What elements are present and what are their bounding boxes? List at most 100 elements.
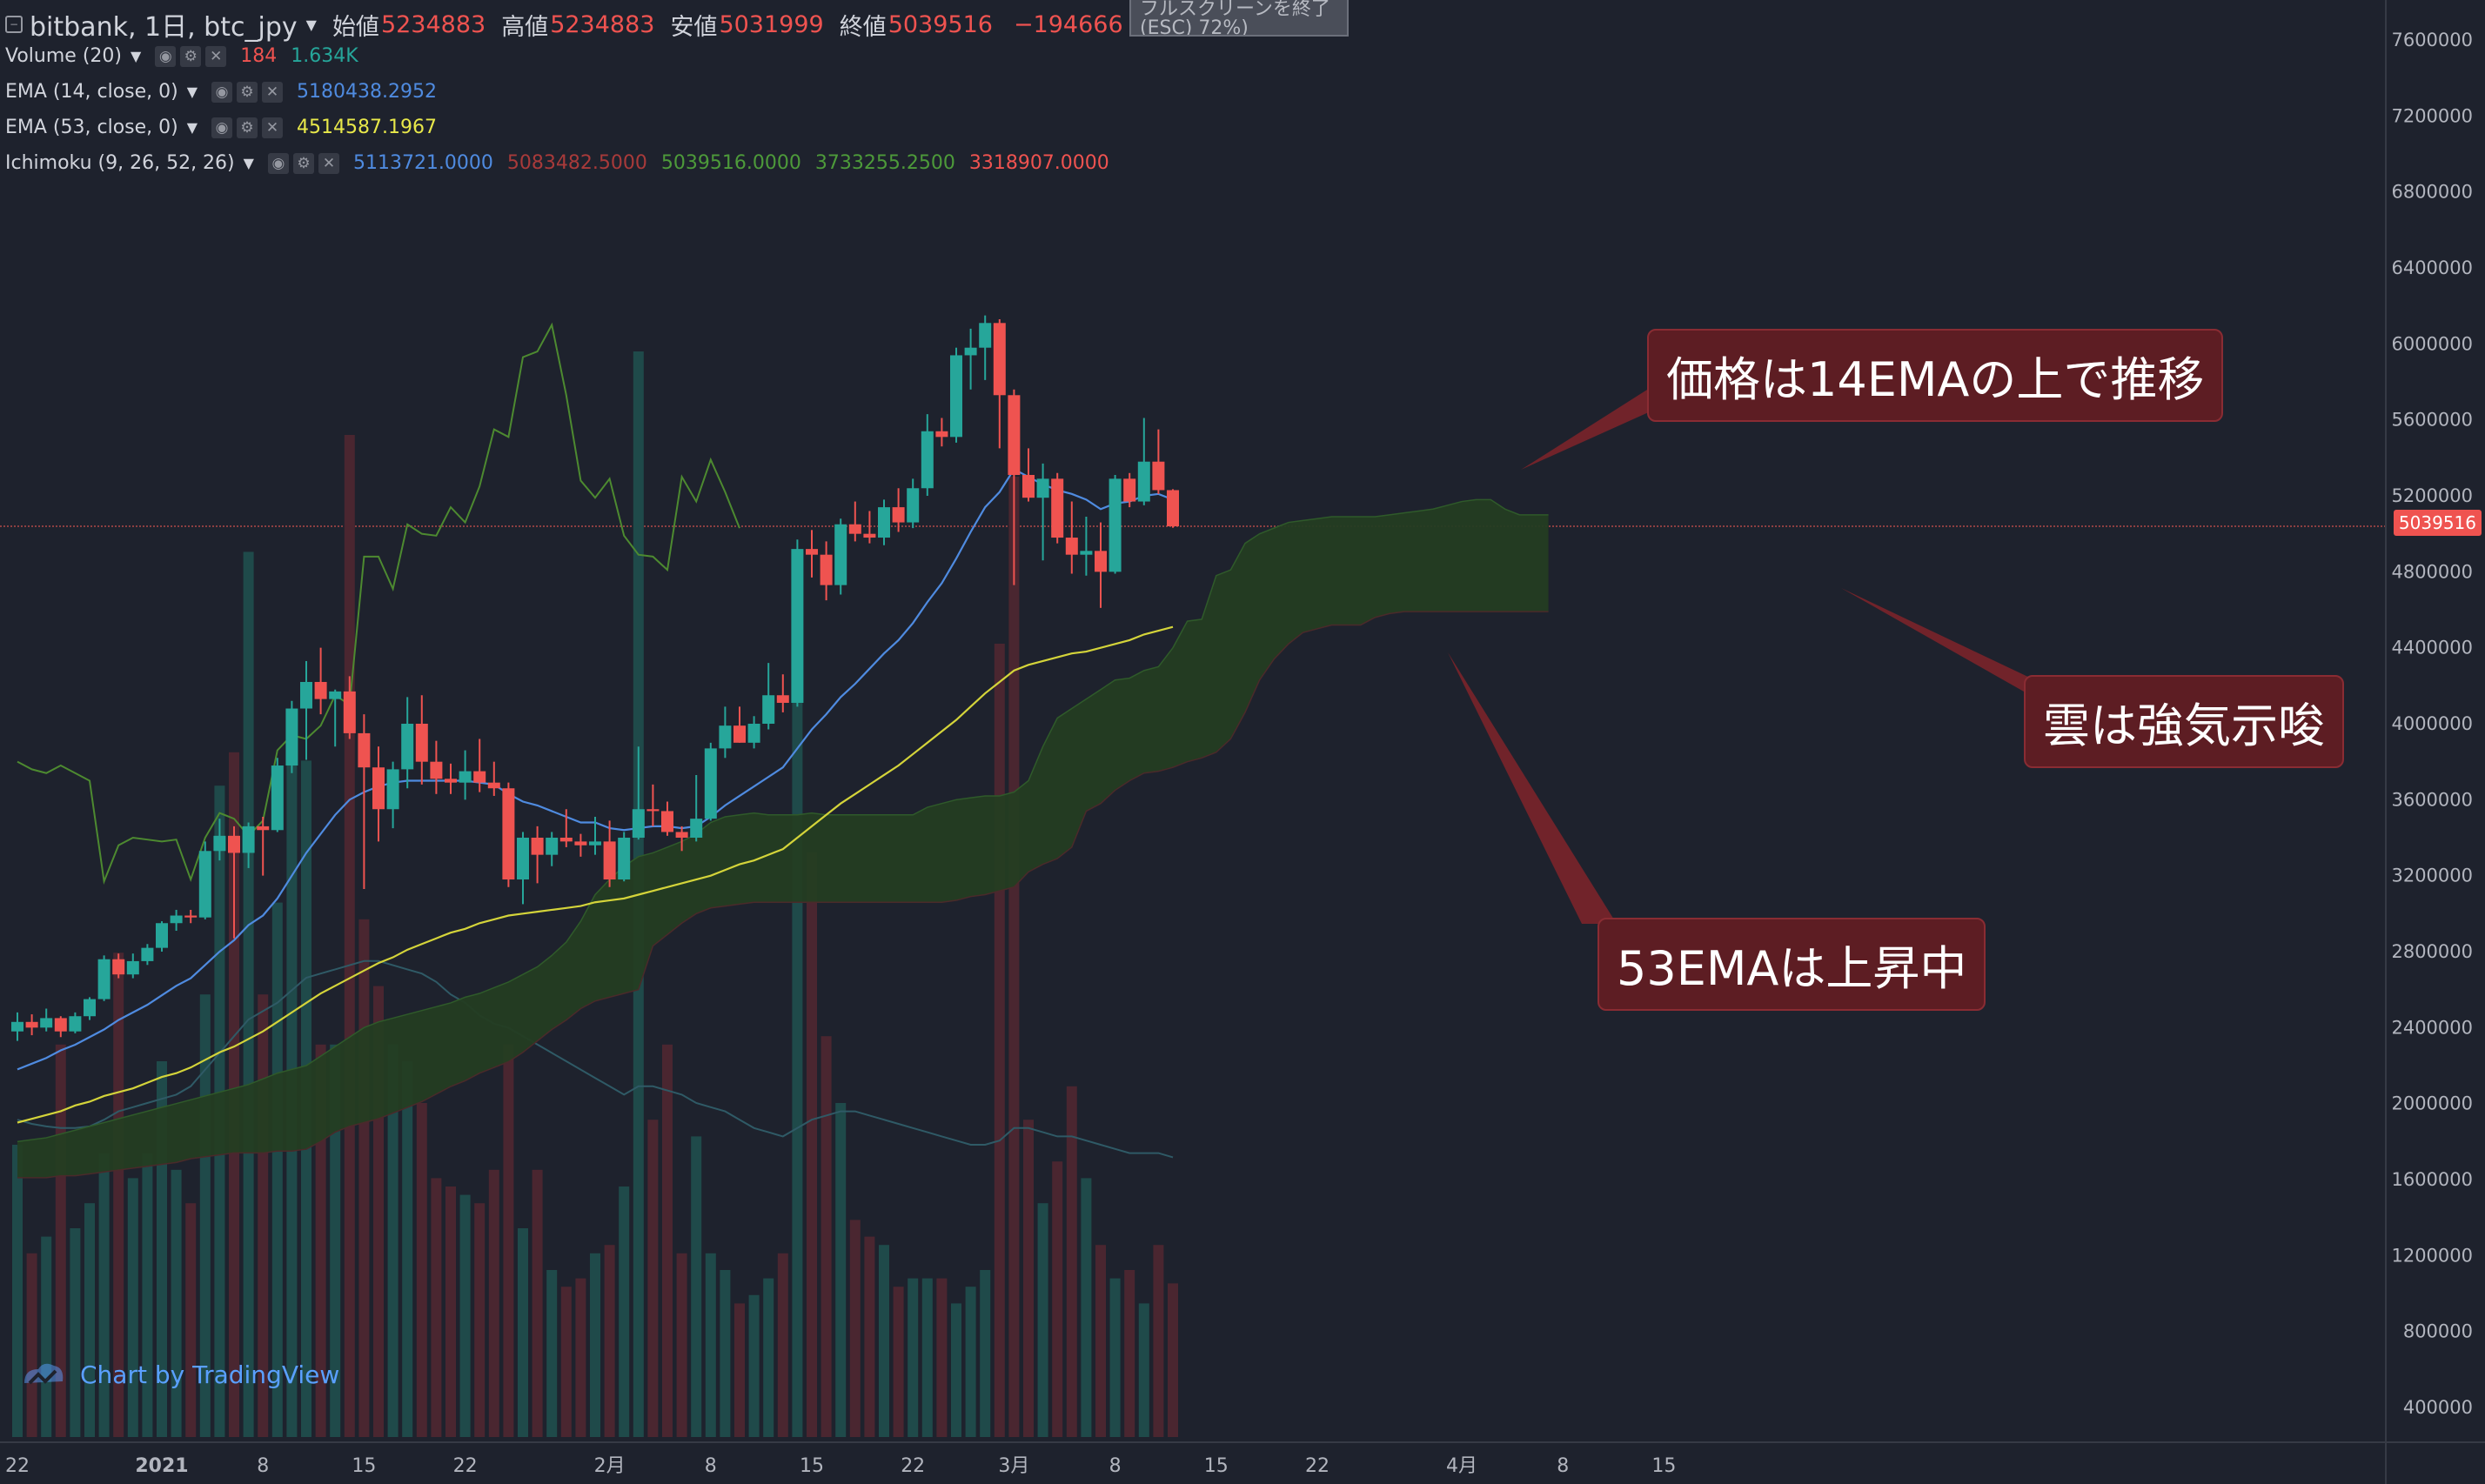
eye-icon[interactable]: ◉ — [267, 152, 289, 174]
candle-body — [1095, 551, 1107, 572]
volume-bar — [113, 953, 124, 1437]
collapse-icon[interactable]: − — [5, 16, 23, 33]
annotation-ema53[interactable]: 53EMAは上昇中 — [1598, 918, 1986, 1011]
candle-body — [848, 524, 861, 534]
indicator-label[interactable]: Volume (20) — [5, 45, 122, 67]
ema53-line — [17, 625, 1174, 1124]
y-tick-label: 3200000 — [2391, 866, 2473, 886]
candle-body — [198, 851, 211, 918]
gear-icon[interactable]: ⚙ — [237, 81, 258, 103]
tradingview-logo-icon — [24, 1363, 64, 1385]
volume-bar — [358, 919, 370, 1437]
volume-bar — [647, 1120, 659, 1437]
candle-body — [285, 708, 298, 766]
volume-bar — [402, 1061, 413, 1437]
y-tick-label: 4400000 — [2391, 638, 2473, 658]
candle-body — [1065, 538, 1078, 555]
close-label: 終値 — [839, 13, 887, 41]
annotation-cloud[interactable]: 雲は強気示唆 — [2024, 675, 2344, 768]
candle-body — [820, 554, 833, 585]
volume-bar — [676, 1253, 687, 1437]
chevron-down-icon[interactable]: ▼ — [186, 84, 198, 100]
ichimoku-cloud — [17, 498, 1549, 1179]
indicator-row[interactable]: Ichimoku (9, 26, 52, 26) ▼ ◉ ⚙ ✕ 5113721.0000… — [5, 152, 1109, 174]
close-value: 5039516 — [888, 10, 993, 38]
candle-body — [1123, 478, 1136, 502]
volume-bar — [445, 1187, 456, 1437]
volume-bar — [921, 1278, 933, 1437]
volume-bar — [26, 1253, 37, 1437]
indicator-label[interactable]: Ichimoku (9, 26, 52, 26) — [5, 152, 235, 174]
indicator-value: 4514587.1967 — [297, 117, 438, 138]
close-icon[interactable]: ✕ — [262, 81, 284, 103]
volume-bar — [763, 1278, 774, 1437]
volume-bar — [1037, 1203, 1048, 1437]
eye-icon[interactable]: ◉ — [211, 117, 233, 138]
indicator-row[interactable]: EMA (53, close, 0) ▼ ◉ ⚙ ✕ 4514587.1967 — [5, 117, 437, 138]
volume-bar — [951, 1303, 961, 1437]
candle-body — [559, 838, 573, 842]
indicator-row[interactable]: Volume (20) ▼ ◉ ⚙ ✕ 184 1.634K — [5, 45, 358, 67]
indicator-value: 5180438.2952 — [297, 81, 438, 103]
indicator-label[interactable]: EMA (53, close, 0) — [5, 117, 178, 138]
gear-icon[interactable]: ⚙ — [180, 45, 202, 67]
gear-icon[interactable]: ⚙ — [237, 117, 258, 138]
tradingview-watermark[interactable]: Chart by TradingView — [21, 1357, 339, 1392]
volume-bar — [1008, 477, 1020, 1437]
gear-icon[interactable]: ⚙ — [292, 152, 314, 174]
indicator-value: 3318907.0000 — [968, 152, 1109, 174]
indicator-label[interactable]: EMA (14, close, 0) — [5, 81, 178, 103]
volume-bar — [330, 1044, 341, 1437]
x-tick-label: 22 — [901, 1455, 925, 1477]
open-value: 5234883 — [380, 10, 486, 38]
candle-body — [719, 725, 732, 749]
chevron-down-icon[interactable]: ▼ — [243, 155, 254, 171]
candle-body — [589, 841, 601, 846]
close-icon[interactable]: ✕ — [205, 45, 227, 67]
eye-icon[interactable]: ◉ — [155, 45, 177, 67]
candle-body — [1022, 474, 1035, 498]
indicator-value: 5083482.5000 — [506, 152, 647, 174]
candle-body — [704, 748, 717, 819]
volume-bar — [387, 1044, 399, 1437]
candle-body — [502, 788, 515, 880]
candle-body — [603, 841, 616, 880]
volume-bar — [142, 1153, 153, 1437]
high-value: 5234883 — [550, 10, 655, 38]
volume-bar — [1095, 1245, 1106, 1437]
volume-bar — [474, 1203, 486, 1437]
volume-bar — [243, 551, 254, 1437]
eye-icon[interactable]: ◉ — [211, 81, 233, 103]
volume-bar — [734, 1303, 745, 1437]
candle-body — [531, 838, 544, 855]
annotation-ema14[interactable]: 価格は14EMAの上で推移 — [1647, 329, 2224, 422]
change-value: −194666 — [1013, 10, 1123, 38]
close-icon[interactable]: ✕ — [318, 152, 339, 174]
lagging-span-line — [17, 322, 740, 886]
close-icon[interactable]: ✕ — [262, 117, 284, 138]
candle-body — [372, 767, 385, 810]
volume-sma-line — [17, 959, 1174, 1159]
y-tick-label: 6400000 — [2391, 257, 2473, 278]
candle-body — [993, 323, 1006, 396]
volume-bar — [84, 1203, 95, 1437]
cloud-span-b — [17, 611, 1549, 1179]
x-tick-label: 15 — [800, 1455, 824, 1477]
chevron-down-icon[interactable]: ▼ — [186, 119, 198, 136]
volume-bar — [98, 1153, 110, 1437]
candle-body — [907, 488, 920, 523]
volume-bar — [1109, 1278, 1121, 1437]
chevron-down-icon[interactable]: ▼ — [130, 48, 142, 64]
volume-bar — [1066, 1086, 1077, 1437]
x-tick-label: 8 — [257, 1455, 269, 1477]
y-tick-label: 6800000 — [2391, 182, 2473, 203]
candle-body — [54, 1018, 67, 1032]
candle-body — [141, 947, 154, 961]
y-tick-label: 7600000 — [2391, 30, 2473, 50]
symbol-title[interactable]: bitbank, 1日, btc_jpy — [30, 12, 298, 43]
volume-bar — [908, 1278, 919, 1437]
chevron-down-icon[interactable]: ▼ — [305, 16, 317, 33]
indicator-row[interactable]: EMA (14, close, 0) ▼ ◉ ⚙ ✕ 5180438.2952 — [5, 81, 437, 103]
